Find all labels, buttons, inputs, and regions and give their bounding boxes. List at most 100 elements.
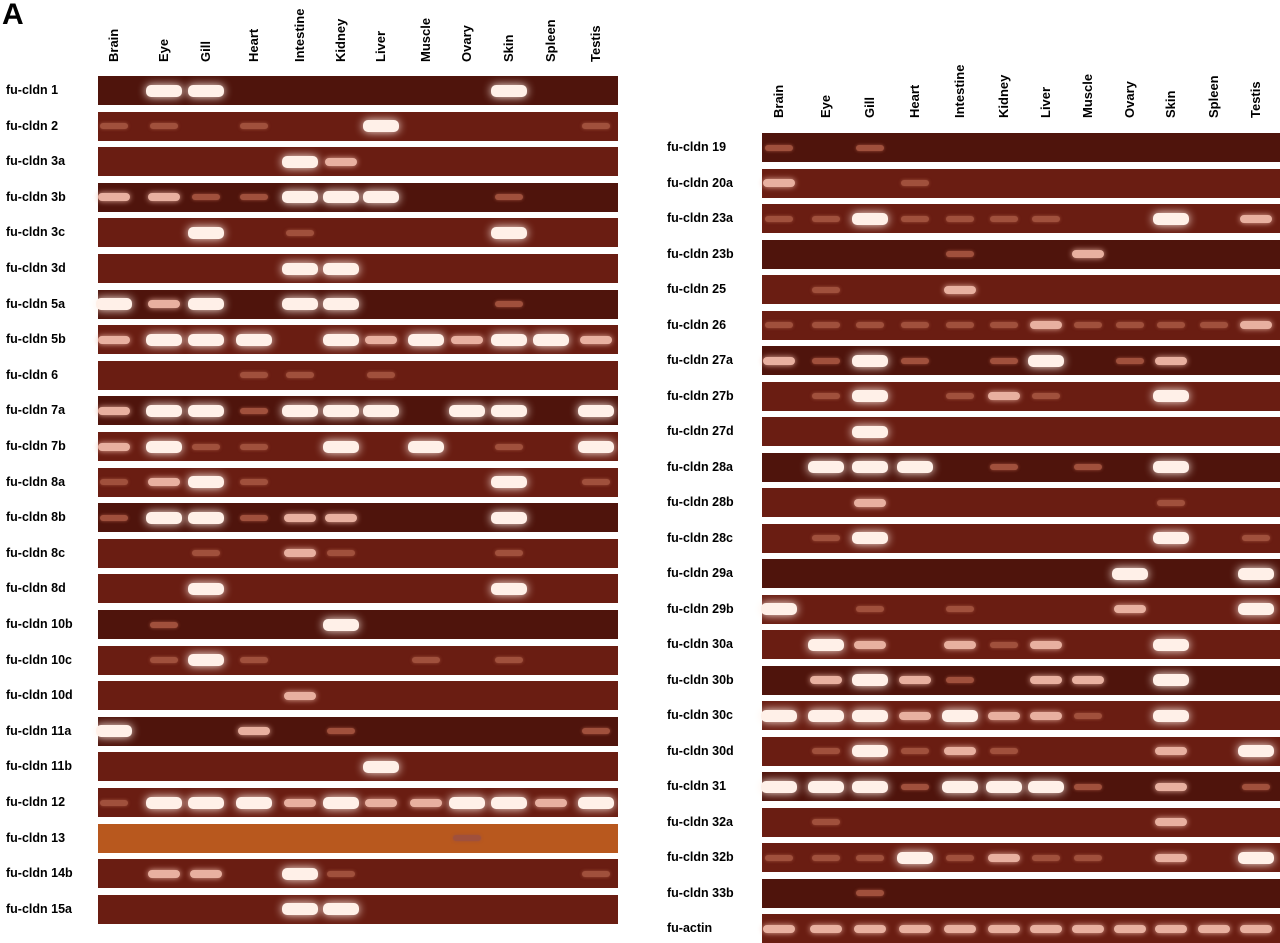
gel-band <box>812 748 840 754</box>
gel-band <box>240 443 268 450</box>
gel-band <box>1030 676 1062 684</box>
gel-band <box>852 745 888 757</box>
gel-band <box>1153 709 1189 722</box>
gel-band <box>852 674 888 686</box>
gel-band <box>812 393 840 399</box>
row-label: fu-cldn 23a <box>667 211 733 225</box>
gel-band <box>901 215 929 222</box>
gel-band <box>150 621 178 628</box>
column-label-ovary: Ovary <box>459 25 474 62</box>
gel-band <box>1032 854 1060 861</box>
gel-band <box>1153 212 1189 225</box>
gel-band <box>578 440 614 453</box>
gel-band <box>188 404 224 417</box>
row-label: fu-cldn 8c <box>6 545 66 560</box>
gel-band <box>190 869 222 878</box>
gel-band <box>98 335 130 344</box>
gel-band <box>188 226 224 239</box>
gel-band <box>365 335 397 344</box>
gel-band <box>852 532 888 544</box>
gel-band <box>188 84 224 97</box>
gel-band <box>944 640 976 649</box>
gel-band <box>856 606 884 612</box>
gel-band <box>1028 354 1064 367</box>
gel-band <box>1242 535 1270 541</box>
column-label-heart: Heart <box>246 28 261 62</box>
gel-band <box>98 406 130 415</box>
gel-strip <box>98 716 618 746</box>
gel-band <box>96 725 132 738</box>
gel-band <box>1238 567 1274 580</box>
row-label: fu-cldn 1 <box>6 83 59 97</box>
gel-band <box>495 443 523 450</box>
gel-band <box>1074 322 1102 328</box>
gel-band <box>808 461 844 473</box>
gel-band <box>901 180 929 186</box>
gel-strip <box>98 503 618 533</box>
gel-band <box>990 215 1018 222</box>
gel-band <box>1155 853 1187 862</box>
gel-band <box>1030 640 1062 649</box>
row-label: fu-cldn 19 <box>667 140 727 154</box>
gel-band <box>192 550 220 557</box>
gel-band <box>491 796 527 809</box>
gel-strip <box>98 752 618 782</box>
gel-band <box>146 440 182 453</box>
gel-band <box>236 796 272 809</box>
gel-band <box>146 511 182 524</box>
gel-band <box>148 478 180 487</box>
gel-band <box>808 638 844 651</box>
column-label-liver: Liver <box>1038 86 1053 118</box>
gel-band <box>946 322 974 328</box>
gel-band <box>761 603 797 615</box>
gel-band <box>284 513 316 522</box>
gel-band <box>98 193 130 202</box>
gel-band <box>1114 924 1146 933</box>
column-label-skin: Skin <box>501 34 516 62</box>
column-label-liver: Liver <box>373 30 388 62</box>
gel-band <box>98 442 130 451</box>
column-label-eye: Eye <box>156 38 171 62</box>
row-label: fu-cldn 32b <box>667 850 734 864</box>
gel-band <box>852 425 888 438</box>
gel-band <box>325 157 357 166</box>
row-label: fu-cldn 6 <box>6 367 59 382</box>
gel-band <box>188 582 224 595</box>
row-label: fu-cldn 3d <box>6 261 66 275</box>
column-label-muscle: Muscle <box>418 17 433 62</box>
gel-band <box>901 357 929 364</box>
gel-band <box>897 461 933 473</box>
gel-strip <box>98 574 618 604</box>
gel-band <box>491 476 527 489</box>
gel-band <box>852 354 888 367</box>
column-label-gill: Gill <box>198 41 213 62</box>
gel-band <box>856 322 884 328</box>
gel-band <box>761 709 797 722</box>
gel-strip <box>762 843 1280 872</box>
gel-band <box>282 262 318 275</box>
gel-band <box>363 404 399 417</box>
gel-band <box>148 300 180 309</box>
gel-band <box>188 796 224 809</box>
column-label-spleen: Spleen <box>1206 75 1221 118</box>
gel-band <box>946 393 974 399</box>
gel-band <box>946 251 974 257</box>
gel-band <box>763 179 795 187</box>
gel-strip <box>98 681 618 711</box>
gel-strip <box>762 630 1280 659</box>
gel-band <box>1153 638 1189 651</box>
gel-band <box>1198 924 1230 933</box>
gel-band <box>491 226 527 239</box>
gel-band <box>810 924 842 933</box>
gel-band <box>282 903 318 916</box>
gel-band <box>1072 250 1104 258</box>
row-label: fu-cldn 13 <box>6 830 66 845</box>
gel-band <box>323 903 359 916</box>
gel-band <box>852 461 888 473</box>
gel-band <box>1028 780 1064 793</box>
column-label-skin: Skin <box>1163 90 1178 118</box>
gel-band <box>582 479 610 486</box>
row-label: fu-cldn 14b <box>6 866 73 881</box>
gel-band <box>856 854 884 861</box>
gel-band <box>327 870 355 877</box>
